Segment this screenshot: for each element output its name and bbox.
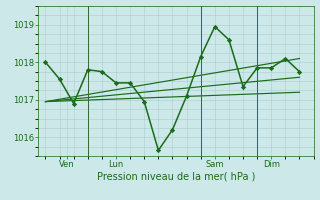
X-axis label: Pression niveau de la mer( hPa ): Pression niveau de la mer( hPa ) [97, 172, 255, 182]
